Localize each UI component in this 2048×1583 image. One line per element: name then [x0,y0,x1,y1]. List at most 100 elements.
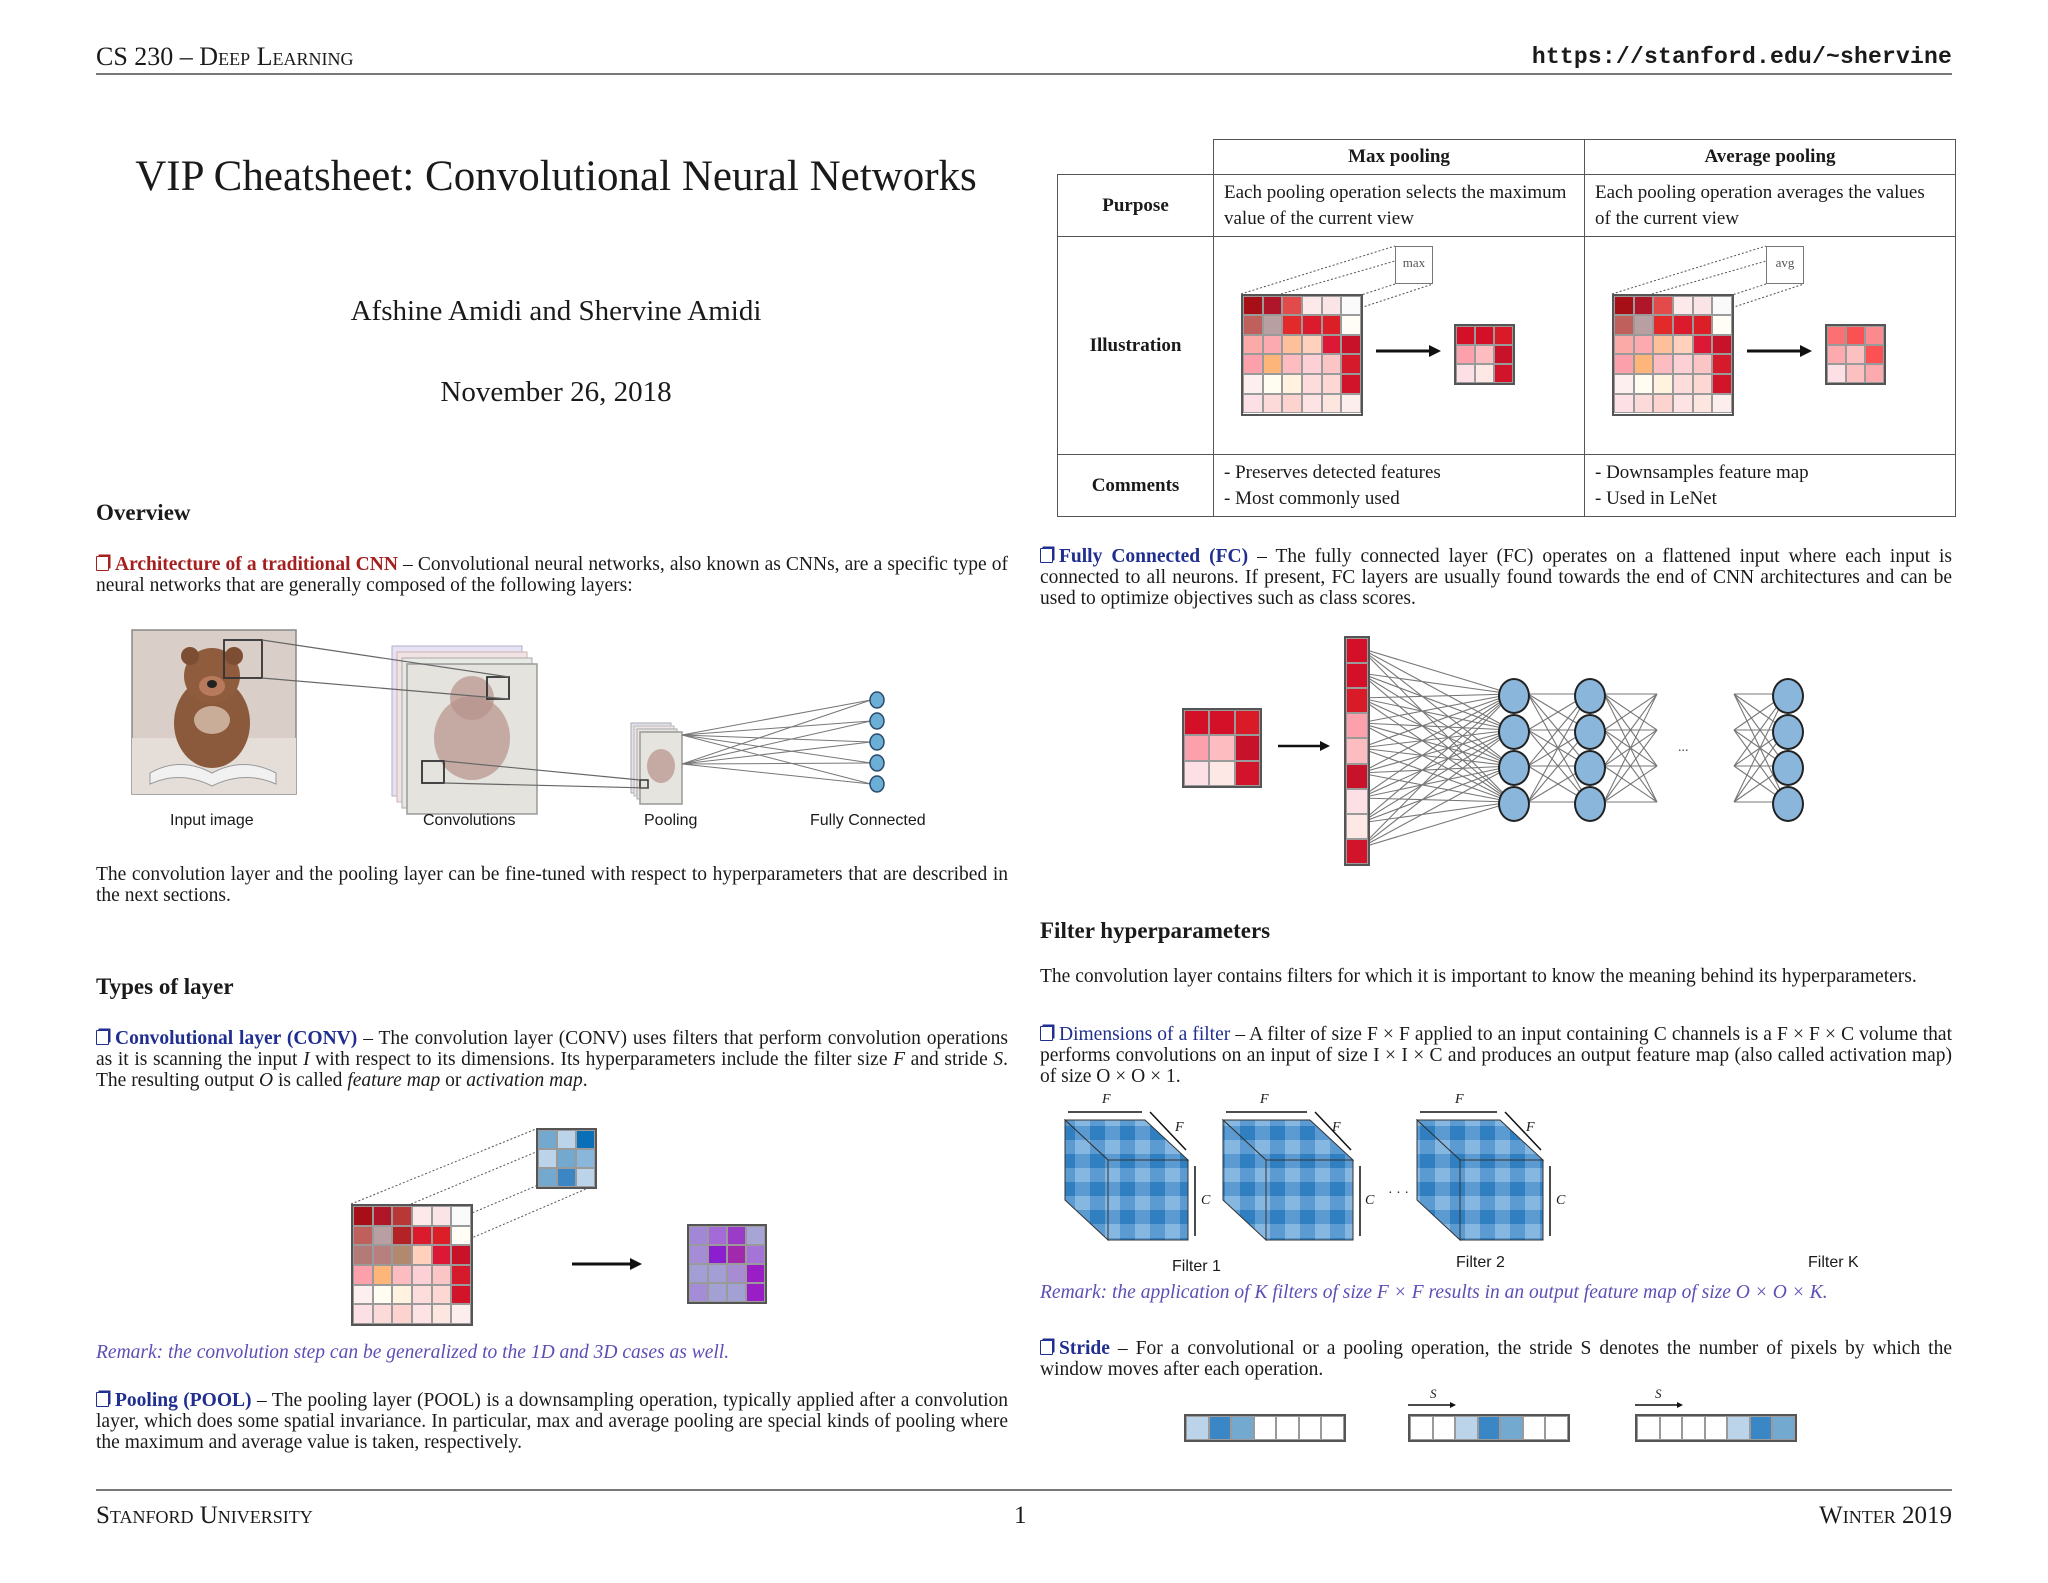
filter1-width-label: F [1102,1092,1111,1107]
filter2-depth-label: F [1332,1120,1341,1135]
fully-connected-diagram: ... [1170,630,1850,870]
fc-label: Fully Connected (FC) [1040,546,1248,567]
checkbox-bullet-icon [1040,1026,1053,1041]
output-feature-map-grid [687,1224,767,1304]
filter2-channels-label: C [1365,1193,1375,1208]
filter-dimensions-label: Dimensions of a filter [1040,1024,1230,1045]
filters-ellipsis: · · · [1388,1186,1409,1201]
filter2-width-label: F [1260,1092,1269,1107]
avg-comment-item: - Downsamples feature map [1595,461,1809,483]
filter-k-label: Filter K [1808,1254,1859,1271]
column-header-average-pooling: Average pooling [1584,139,1956,175]
filter1-depth-label: F [1175,1120,1184,1135]
figure-label-convolutions: Convolutions [423,812,516,829]
architecture-paragraph: Architecture of a traditional CNN – Conv… [96,554,1008,596]
avg-purpose-cell: Each pooling operation averages the valu… [1584,174,1956,237]
footer-term: Winter 2019 [1819,1502,1952,1529]
checkbox-bullet-icon [1040,1340,1053,1355]
row-header-purpose: Purpose [1057,174,1214,237]
header-url[interactable]: https://stanford.edu/~shervine [1531,44,1952,70]
filter-1-label: Filter 1 [1172,1258,1221,1275]
filter-intro-paragraph: The convolution layer contains filters f… [1040,966,1917,987]
authors: Afshine Amidi and Shervine Amidi [350,295,762,327]
flattened-vector [1344,636,1370,866]
pooling-comparison-table: Max pooling Average pooling Purpose Each… [1057,139,1956,517]
footer-rule [96,1489,1952,1491]
pooled-input-grid [1182,708,1262,788]
conv-remark: Remark: the convolution step can be gene… [96,1342,730,1363]
avg-comment-item: - Used in LeNet [1595,487,1717,509]
checkbox-bullet-icon [96,1392,109,1407]
max-illustration-cell: max [1213,236,1585,455]
neuron-l1-2 [1498,714,1530,750]
filterk-channels-label: C [1556,1193,1566,1208]
stride-arrow-2 [1635,1402,1683,1408]
avg-input-grid [1612,293,1734,416]
filterk-width-label: F [1455,1092,1464,1107]
column-header-max-pooling: Max pooling [1213,139,1585,175]
neuron-out-2 [1772,714,1804,750]
fc-ellipsis: ... [1678,740,1689,755]
max-comments-cell: - Preserves detected features - Most com… [1213,454,1585,517]
avg-illustration-cell: avg [1584,236,1956,455]
avg-comments-cell: - Downsamples feature map - Used in LeNe… [1584,454,1956,517]
neuron-l2-4 [1574,786,1606,822]
stride-label-s-1: S [1430,1386,1437,1401]
section-filter-hyperparameters: Filter hyperparameters [1040,918,1271,943]
neuron-l2-3 [1574,750,1606,786]
row-header-illustration: Illustration [1057,236,1214,455]
neuron-l2-1 [1574,678,1606,714]
checkbox-bullet-icon [1040,548,1053,563]
row-header-comments: Comments [1057,454,1214,517]
max-comment-item: - Most commonly used [1224,487,1400,509]
figure-label-fully-connected: Fully Connected [810,812,926,829]
max-input-grid [1241,293,1363,416]
page-number: 1 [1014,1502,1027,1529]
stride-label: Stride [1040,1338,1110,1359]
stride-arrow-1 [1408,1402,1456,1408]
cnn-pipeline-diagram [131,629,885,815]
overview-followup-paragraph: The convolution layer and the pooling la… [96,864,1008,906]
stride-step-3 [1635,1414,1797,1442]
filter-cubes [1063,1111,1551,1242]
max-comment-item: - Preserves detected features [1224,461,1441,483]
section-overview: Overview [96,500,191,525]
neuron-out-4 [1772,786,1804,822]
stride-label-s-2: S [1655,1386,1662,1401]
filter1-channels-label: C [1201,1193,1211,1208]
pooling-label: Pooling (POOL) [96,1390,252,1411]
max-operator-box: max [1395,245,1433,284]
avg-output-grid [1825,323,1886,385]
figure-label-input-image: Input image [170,812,254,829]
neuron-out-1 [1772,678,1804,714]
table-corner [1057,139,1214,175]
filter-2-label: Filter 2 [1456,1254,1505,1271]
avg-operator-box: avg [1766,245,1804,284]
page-title: VIP Cheatsheet: Convolutional Neural Net… [135,153,977,200]
checkbox-bullet-icon [96,1030,109,1045]
max-output-grid [1454,323,1515,385]
stride-figure: S S [1180,1386,1820,1446]
filter-remark: Remark: the application of K filters of … [1040,1282,1828,1303]
stride-step-1 [1184,1414,1346,1442]
header-rule [96,73,1952,75]
neuron-l1-3 [1498,750,1530,786]
filter-dimensions-paragraph: Dimensions of a filter – A filter of siz… [1040,1024,1952,1087]
neuron-out-3 [1772,750,1804,786]
architecture-label: Architecture of a traditional CNN [96,554,398,575]
section-types-of-layer: Types of layer [96,974,234,999]
footer-university: Stanford University [96,1502,313,1529]
stride-step-2 [1408,1414,1570,1442]
convolution-illustration [340,1124,780,1334]
max-purpose-cell: Each pooling operation selects the maxim… [1213,174,1585,237]
neuron-l1-4 [1498,786,1530,822]
filter-volumes-figure: F F C F F C · · · F F C Filter 1 Filter … [1060,1092,1940,1278]
header-course: CS 230 – Deep Learning [96,42,354,71]
filterk-depth-label: F [1526,1120,1535,1135]
pooling-paragraph: Pooling (POOL) – The pooling layer (POOL… [96,1390,1008,1453]
publication-date: November 26, 2018 [440,376,672,408]
checkbox-bullet-icon [96,556,109,571]
conv-layer-paragraph: Convolutional layer (CONV) – The convolu… [96,1028,1009,1091]
conv-layer-label: Convolutional layer (CONV) [96,1028,357,1049]
neuron-l1-1 [1498,678,1530,714]
